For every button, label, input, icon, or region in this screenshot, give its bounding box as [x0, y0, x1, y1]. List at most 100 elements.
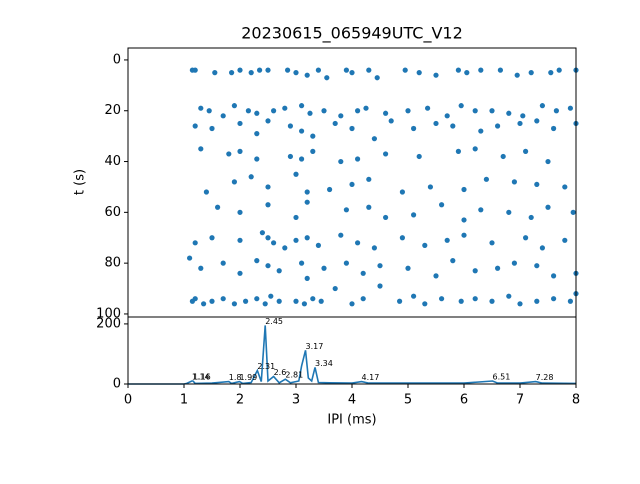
- spike-point: [231, 179, 237, 185]
- spike-point: [245, 108, 251, 114]
- spike-point: [198, 265, 204, 271]
- spike-point: [478, 207, 484, 213]
- spike-point: [355, 240, 361, 246]
- spike-point: [271, 240, 277, 246]
- spike-point: [399, 235, 405, 241]
- spike-point: [478, 128, 484, 134]
- spike-point: [206, 108, 212, 114]
- x-tick-label: 0: [124, 393, 132, 408]
- spike-point: [293, 214, 299, 221]
- x-tick-label: 5: [404, 393, 412, 408]
- spike-point: [209, 298, 215, 304]
- spike-point: [231, 103, 237, 109]
- spike-point: [545, 204, 551, 210]
- spike-point: [366, 204, 372, 210]
- spike-point: [254, 258, 260, 264]
- spike-point: [282, 105, 288, 111]
- spike-point: [539, 103, 546, 109]
- spike-point: [461, 186, 467, 193]
- spike-point: [254, 296, 260, 302]
- spike-point: [366, 67, 372, 73]
- x-axis-label: IPI (ms): [327, 413, 376, 428]
- spike-point: [276, 268, 282, 274]
- spike-point: [489, 108, 495, 114]
- spike-point: [315, 242, 321, 248]
- spike-point: [472, 296, 478, 302]
- x-tick-label: 8: [572, 393, 580, 408]
- spike-point: [399, 189, 405, 195]
- spike-point: [299, 156, 305, 162]
- spike-point: [355, 156, 361, 162]
- spike-point: [402, 67, 408, 73]
- spike-point: [534, 181, 540, 188]
- spike-point: [506, 293, 512, 299]
- spike-point: [450, 123, 456, 129]
- peak-label: 4.17: [362, 373, 380, 382]
- spike-point: [248, 70, 254, 76]
- spike-point: [198, 146, 204, 152]
- spike-point: [556, 67, 562, 73]
- peak-label: 3.17: [306, 342, 324, 351]
- spike-point: [450, 258, 456, 264]
- y-tick-label: 40: [104, 154, 121, 169]
- spike-point: [383, 151, 389, 157]
- x-tick-label: 4: [348, 393, 356, 408]
- spike-point: [371, 245, 377, 251]
- x-tick-label: 1: [180, 393, 188, 408]
- spike-point: [355, 108, 361, 114]
- spike-point: [237, 209, 243, 215]
- spike-point: [551, 125, 557, 132]
- spike-point: [248, 174, 254, 180]
- spike-point: [528, 214, 534, 221]
- spike-point: [458, 298, 464, 304]
- spike-point: [534, 298, 540, 304]
- spike-point: [310, 133, 316, 139]
- spike-point: [383, 110, 389, 116]
- spike-point: [416, 153, 422, 160]
- spike-point: [397, 298, 403, 304]
- spike-point: [293, 171, 299, 177]
- peak-label: 2.45: [265, 317, 283, 326]
- spike-point: [327, 186, 333, 193]
- spike-point: [343, 260, 349, 266]
- spike-point: [349, 70, 355, 76]
- spike-point: [307, 110, 313, 116]
- spike-point: [472, 108, 478, 114]
- spike-point: [520, 113, 526, 119]
- spike-point: [229, 70, 235, 76]
- y-tick-label: 20: [104, 103, 121, 118]
- spike-point: [514, 72, 520, 78]
- spike-point: [299, 103, 305, 109]
- peak-label: 2.31: [257, 362, 275, 371]
- spike-point: [377, 263, 383, 269]
- peak-label: 1.8: [229, 373, 242, 382]
- spike-point: [343, 67, 349, 73]
- spike-point: [257, 67, 263, 73]
- spike-point: [343, 207, 349, 213]
- spike-point: [271, 108, 277, 114]
- spike-point: [439, 202, 445, 208]
- spike-point: [360, 296, 366, 302]
- spike-point: [299, 260, 305, 266]
- spike-point: [553, 108, 560, 114]
- spike-point: [427, 184, 433, 190]
- histogram-line: [128, 325, 577, 385]
- spike-point: [299, 128, 305, 134]
- spike-point: [220, 113, 226, 119]
- spike-point: [332, 285, 338, 292]
- spike-point: [349, 125, 355, 132]
- spike-point: [523, 235, 529, 241]
- spike-point: [422, 301, 428, 307]
- spike-point: [562, 184, 568, 190]
- spike-point: [363, 105, 369, 111]
- spike-point: [187, 255, 193, 261]
- spike-point: [374, 75, 380, 81]
- peak-label: 7.28: [536, 373, 554, 382]
- spike-point: [338, 232, 344, 238]
- peak-label: 1.99: [239, 373, 257, 382]
- spike-point: [500, 153, 506, 160]
- spike-point: [301, 301, 307, 307]
- spike-point: [254, 110, 260, 116]
- spike-point: [388, 118, 394, 124]
